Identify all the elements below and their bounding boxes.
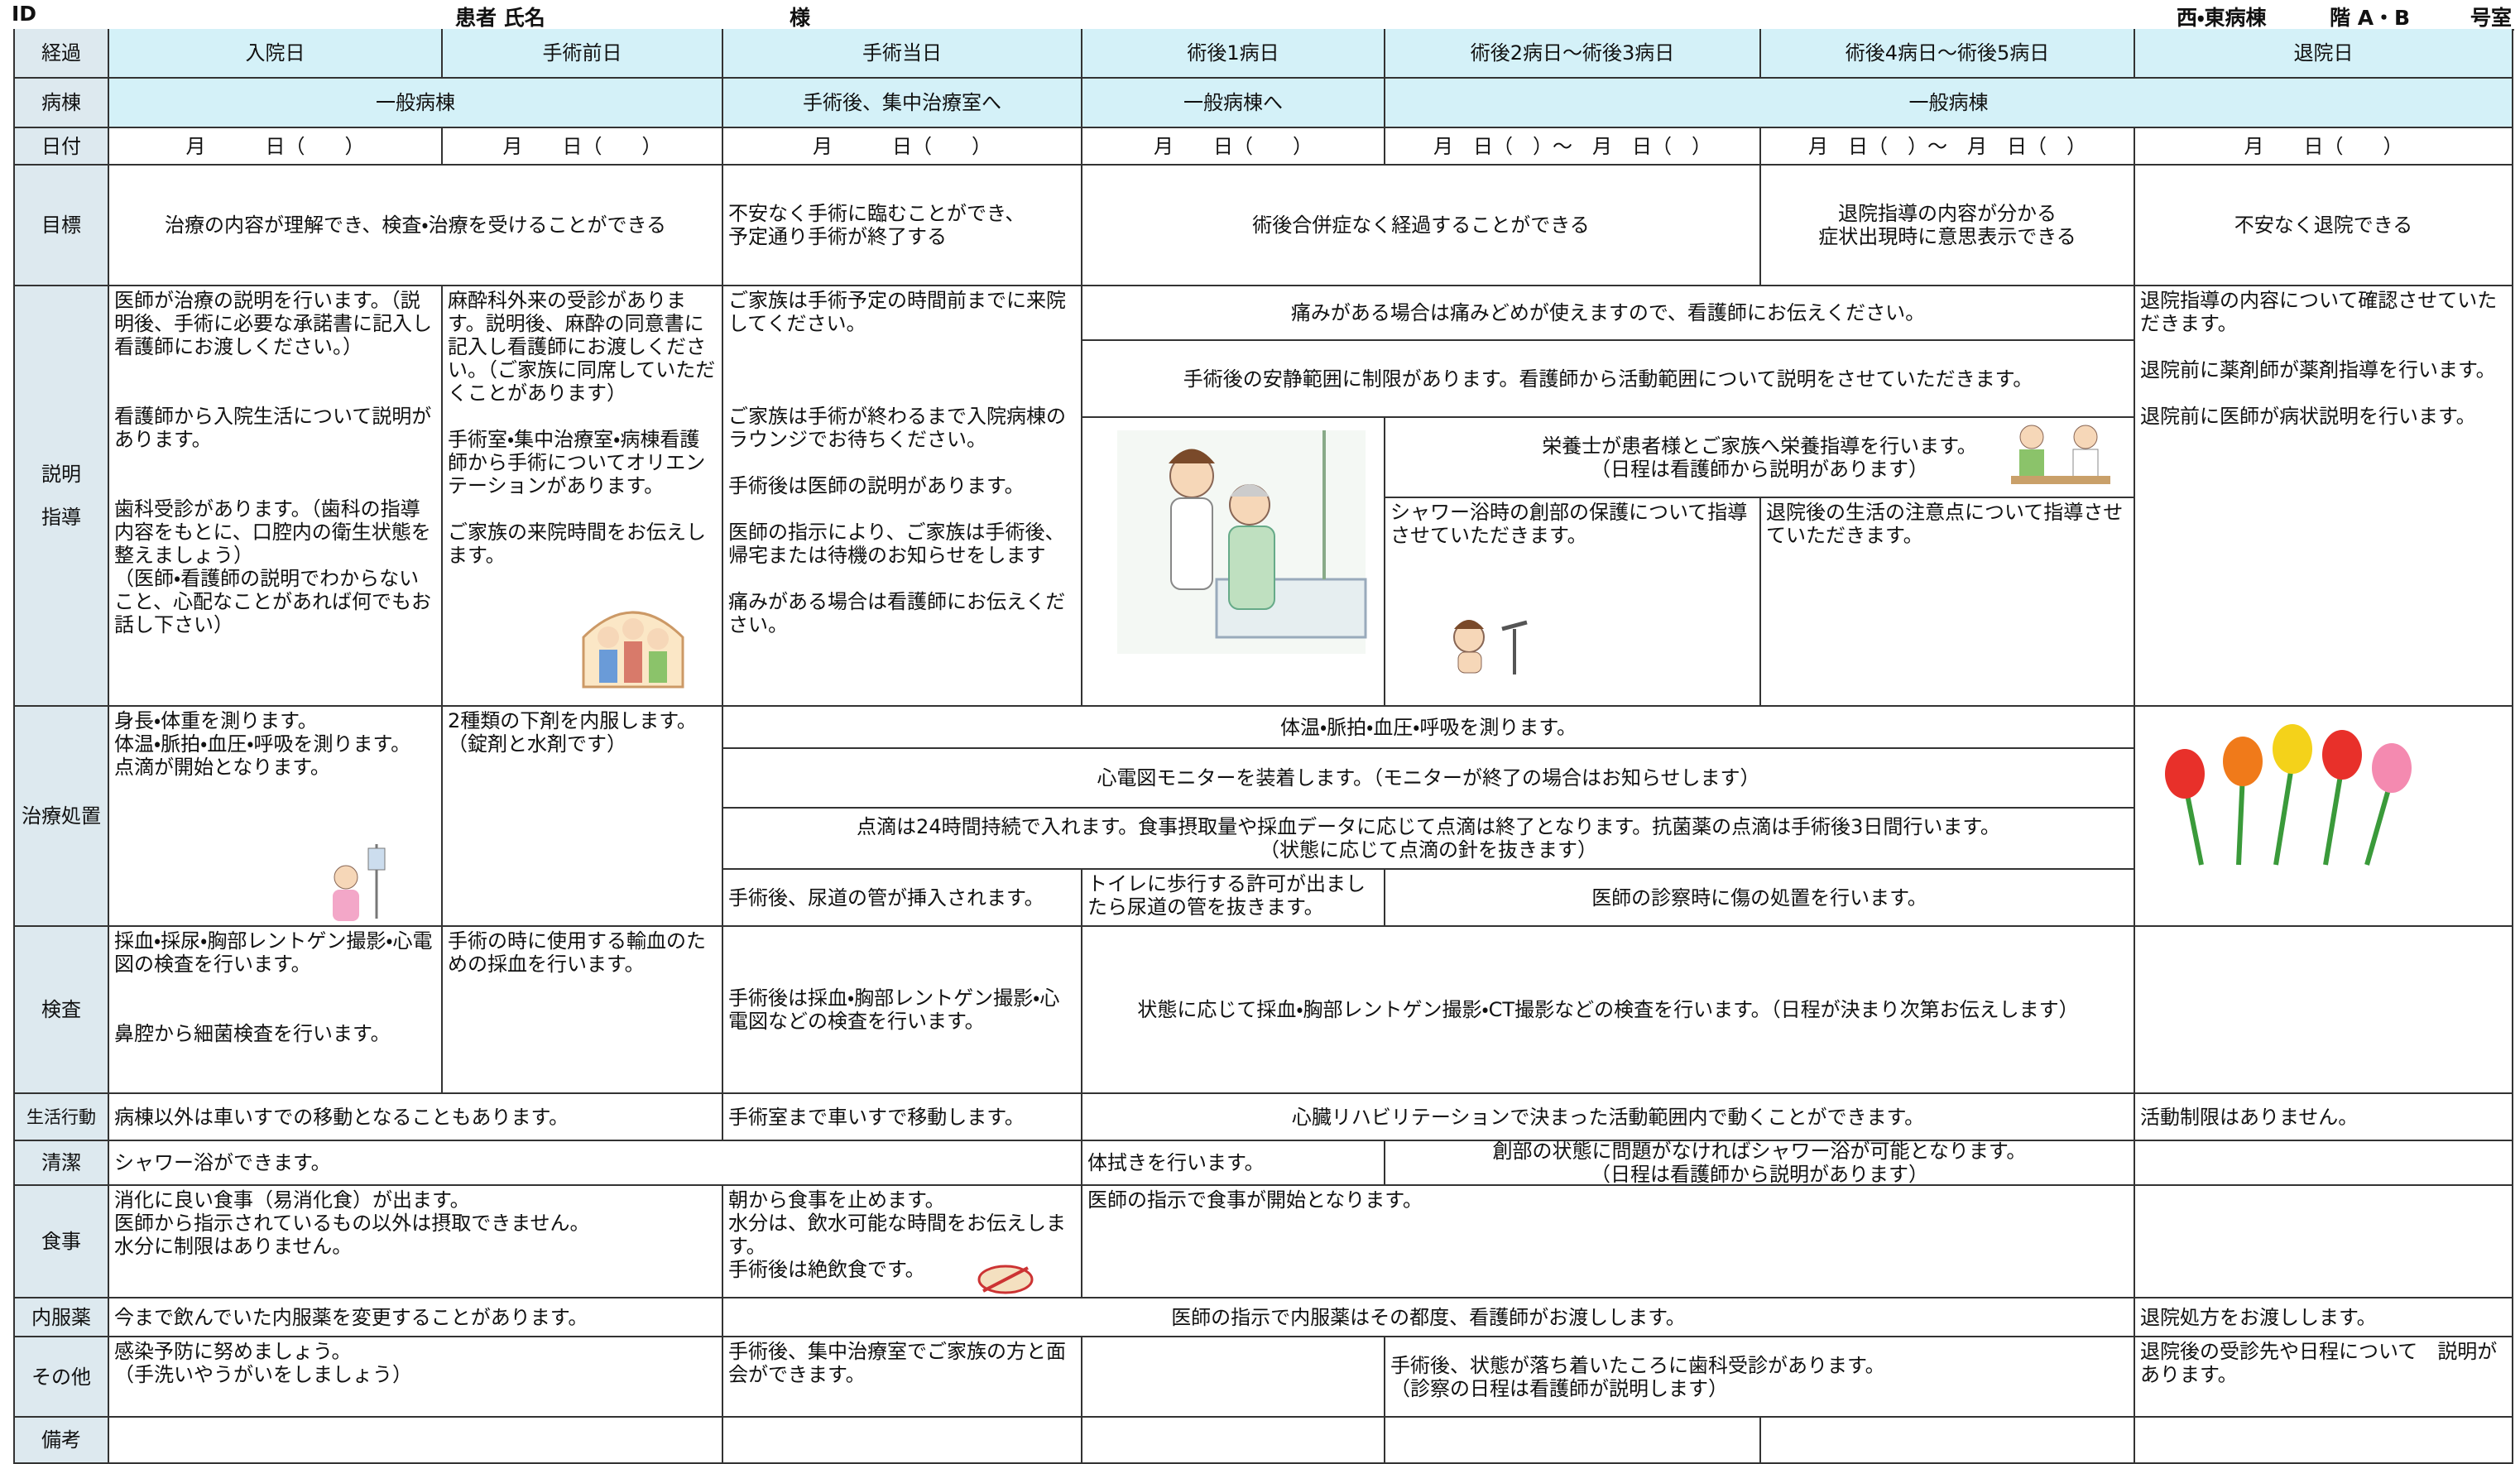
table-cell: 体温・脈拍・血圧・呼吸を測ります。: [723, 707, 2135, 749]
row-label: 日付: [13, 128, 109, 166]
table-cell: 退院処方をお渡しします。: [2135, 1298, 2513, 1337]
empty-cell: [2135, 927, 2513, 1094]
table-cell: 月 日（ ）～ 月 日（ ）: [1761, 128, 2135, 166]
honorific: 様: [790, 6, 811, 30]
row-label: 病棟: [13, 79, 109, 128]
empty-cell: [1082, 1337, 1385, 1418]
table-cell: トイレに歩行する許可が出ましたら尿道の管を抜きます。: [1082, 870, 1385, 927]
empty-cell: [2135, 1186, 2513, 1298]
table-cell: 不安なく手術に臨むことができ、 予定通り手術が終了する: [723, 166, 1082, 286]
row-label: 生活行動: [13, 1094, 109, 1141]
table-cell: 月 日（ ）: [2135, 128, 2513, 166]
table-cell: シャワー浴時の創部の保護について指導させていただきます。: [1385, 498, 1761, 707]
table-cell: 月 日（ ）～ 月 日（ ）: [1385, 128, 1761, 166]
table-cell: 一般病棟: [109, 79, 723, 128]
column-header: 術後2病日～術後3病日: [1385, 29, 1761, 79]
column-header: 術後4病日～術後5病日: [1761, 29, 2135, 79]
table-cell: 状態に応じて採血・胸部レントゲン撮影・CT撮影などの検査を行います。（日程が決ま…: [1082, 927, 2135, 1094]
row-label: 治療処置: [13, 707, 109, 927]
table-cell: 病棟以外は車いすでの移動となることもあります。: [109, 1094, 723, 1141]
table-cell: 麻酔科外来の受診があります。説明後、麻酔の同意書に記入し看護師にお渡しください。…: [443, 286, 723, 707]
row-label: 食事: [13, 1186, 109, 1298]
table-cell: 採血・採尿・胸部レントゲン撮影・心電図の検査を行います。 鼻腔から細菌検査を行い…: [109, 927, 443, 1094]
floor-label: 階 A・B: [2330, 6, 2411, 30]
id-label: ID: [12, 2, 37, 26]
table-cell: 手術後の安静範囲に制限があります。看護師から活動範囲について説明をさせていただき…: [1082, 341, 2135, 418]
table-cell: シャワー浴ができます。: [109, 1141, 1082, 1186]
table-cell: 医師の指示で食事が開始となります。: [1082, 1186, 2135, 1298]
room-label: 号室: [2470, 6, 2513, 30]
table-cell: 感染予防に努めましょう。 （手洗いやうがいをしましょう）: [109, 1337, 723, 1418]
table-cell: 体拭きを行います。: [1082, 1141, 1385, 1186]
row-label: 説明 指導: [13, 286, 109, 707]
table-cell: 活動制限はありません。: [2135, 1094, 2513, 1141]
empty-cell: [1761, 1418, 2135, 1464]
table-cell: 術後合併症なく経過することができる: [1082, 166, 1761, 286]
table-cell: 手術後、集中治療室でご家族の方と面会ができます。: [723, 1337, 1082, 1418]
patient-label: 患者 氏名: [455, 6, 545, 30]
table-cell: 身長・体重を測ります。 体温・脈拍・血圧・呼吸を測ります。 点滴が開始となります…: [109, 707, 443, 927]
table-cell: 医師が治療の説明を行います。（説明後、手術に必要な承諾書に記入し看護師にお渡しく…: [109, 286, 443, 707]
row-label: 清潔: [13, 1141, 109, 1186]
table-cell: 消化に良い食事（易消化食）が出ます。 医師から指示されているもの以外は摂取できま…: [109, 1186, 723, 1298]
table-cell: 退院指導の内容が分かる 症状出現時に意思表示できる: [1761, 166, 2135, 286]
table-cell: ご家族は手術予定の時間前までに来院してください。 ご家族は手術が終わるまで入院病…: [723, 286, 1082, 707]
column-header: 手術前日: [443, 29, 723, 79]
table-cell: 栄養士が患者様とご家族へ栄養指導を行います。 （日程は看護師から説明があります）: [1385, 418, 2135, 498]
table-cell: 退院指導の内容について確認させていただきます。 退院前に薬剤師が薬剤指導を行いま…: [2135, 286, 2513, 707]
row-label: 目標: [13, 166, 109, 286]
row-label: その他: [13, 1337, 109, 1418]
empty-cell: [1385, 1418, 1761, 1464]
ward-label: 西・東病棟: [2177, 6, 2267, 30]
table-cell: 手術後、集中治療室へ: [723, 79, 1082, 128]
empty-cell: [1082, 418, 1385, 707]
table-cell: 医師の指示で内服薬はその都度、看護師がお渡しします。: [723, 1298, 2135, 1337]
table-cell: 手術後、状態が落ち着いたころに歯科受診があります。 （診察の日程は看護師が説明し…: [1385, 1337, 2135, 1418]
table-cell: 治療の内容が理解でき、検査・治療を受けることができる: [109, 166, 723, 286]
table-cell: 2種類の下剤を内服します。（錠剤と水剤です）: [443, 707, 723, 927]
empty-cell: [1082, 1418, 1385, 1464]
table-cell: 創部の状態に問題がなければシャワー浴が可能となります。 （日程は看護師から説明が…: [1385, 1141, 2135, 1186]
table-cell: 手術後、尿道の管が挿入されます。: [723, 870, 1082, 927]
row-label: 検査: [13, 927, 109, 1094]
table-cell: 心電図モニターを装着します。（モニターが終了の場合はお知らせします）: [723, 749, 2135, 809]
table-cell: 点滴は24時間持続で入れます。食事摂取量や採血データに応じて点滴は終了となります…: [723, 809, 2135, 870]
table-cell: 月 日（ ）: [1082, 128, 1385, 166]
column-header: 入院日: [109, 29, 443, 79]
table-cell: 心臓リハビリテーションで決まった活動範囲内で動くことができます。: [1082, 1094, 2135, 1141]
table-cell: 不安なく退院できる: [2135, 166, 2513, 286]
empty-cell: [2135, 1141, 2513, 1186]
empty-cell: [2135, 1418, 2513, 1464]
column-header: 手術当日: [723, 29, 1082, 79]
empty-cell: [723, 1418, 1082, 1464]
table-cell: 医師の診察時に傷の処置を行います。: [1385, 870, 2135, 927]
table-cell: 手術の時に使用する輸血のための採血を行います。: [443, 927, 723, 1094]
table-cell: 手術室まで車いすで移動します。: [723, 1094, 1082, 1141]
table-cell: 月 日（ ）: [109, 128, 443, 166]
row-label: 備考: [13, 1418, 109, 1464]
empty-cell: [109, 1418, 723, 1464]
table-cell: 朝から食事を止めます。 水分は、飲水可能な時間をお伝えします。 手術後は絶飲食で…: [723, 1186, 1082, 1298]
table-cell: 退院後の生活の注意点について指導させていただきます。: [1761, 498, 2135, 707]
table-cell: 手術後は採血・胸部レントゲン撮影・心電図などの検査を行います。: [723, 927, 1082, 1094]
row-label: 内服薬: [13, 1298, 109, 1337]
column-header: 術後1病日: [1082, 29, 1385, 79]
table-cell: 月 日（ ）: [723, 128, 1082, 166]
table-cell: 痛みがある場合は痛みどめが使えますので、看護師にお伝えください。: [1082, 286, 2135, 341]
table-cell: 一般病棟へ: [1082, 79, 1385, 128]
empty-cell: [2135, 707, 2513, 927]
row-label: 経過: [13, 29, 109, 79]
column-header: 退院日: [2135, 29, 2513, 79]
table-cell: 退院後の受診先や日程について 説明があります。: [2135, 1337, 2513, 1418]
table-cell: 月 日（ ）: [443, 128, 723, 166]
table-cell: 今まで飲んでいた内服薬を変更することがあります。: [109, 1298, 723, 1337]
table-cell: 一般病棟: [1385, 79, 2513, 128]
